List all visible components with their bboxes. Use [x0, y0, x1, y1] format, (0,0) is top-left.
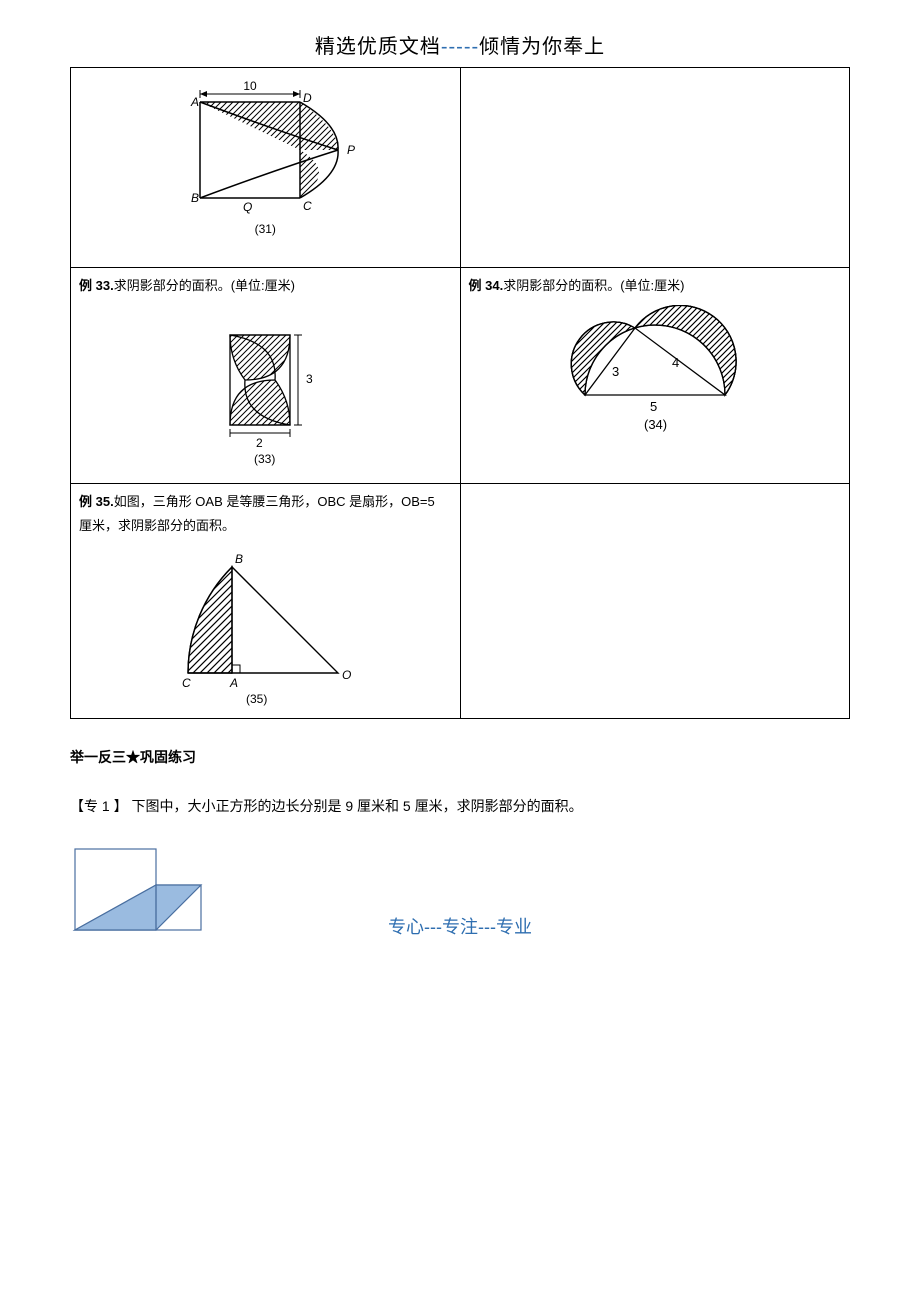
section-title: 举一反三★巩固练习 — [70, 747, 850, 767]
cell-33: 例 33.求阴影部分的面积。(单位:厘米) — [71, 268, 461, 484]
svg-text:C: C — [182, 676, 191, 690]
cell-35-body1: 如图，三角形 OAB 是等腰三角形，OBC 是扇形，OB=5 — [114, 494, 435, 509]
svg-text:5: 5 — [650, 399, 657, 414]
svg-text:3: 3 — [306, 372, 313, 386]
problem-grid: 10 A — [70, 67, 850, 719]
figure-zhuan1 — [70, 844, 210, 939]
svg-text:A: A — [190, 95, 199, 109]
svg-text:P: P — [347, 143, 355, 157]
svg-text:O: O — [342, 668, 351, 682]
cell-32-empty — [460, 68, 850, 268]
figure-31: 10 A — [165, 80, 365, 220]
svg-text:4: 4 — [672, 355, 679, 370]
header-dashes: ----- — [441, 36, 479, 58]
svg-text:(34): (34) — [644, 417, 667, 432]
problem-1-label: 【专 1 】 — [70, 798, 128, 814]
svg-text:D: D — [303, 91, 312, 105]
header-part2: 倾情为你奉上 — [479, 36, 605, 58]
svg-text:B: B — [235, 552, 243, 566]
cell-34: 例 34.求阴影部分的面积。(单位:厘米) — [460, 268, 850, 484]
cell-34-prefix: 例 34. — [469, 278, 504, 293]
cell-31: 10 A — [71, 68, 461, 268]
page-footer: 专心---专注---专业 — [388, 917, 532, 937]
cell-35-prefix: 例 35. — [79, 494, 114, 509]
cell-36-empty — [460, 483, 850, 718]
cell-34-body: 求阴影部分的面积。(单位:厘米) — [503, 278, 684, 293]
cell-34-text: 例 34.求阴影部分的面积。(单位:厘米) — [469, 274, 842, 299]
figure-34: 3 4 5 (34) — [550, 305, 760, 435]
cell-35-text: 例 35.如图，三角形 OAB 是等腰三角形，OBC 是扇形，OB=5 厘米，求… — [79, 490, 452, 539]
cell-35-body2: 厘米，求阴影部分的面积。 — [79, 518, 235, 533]
figure-31-caption: (31) — [79, 222, 452, 236]
cell-33-body: 求阴影部分的面积。(单位:厘米) — [114, 278, 295, 293]
svg-text:C: C — [303, 199, 312, 213]
svg-text:(35): (35) — [246, 692, 267, 706]
svg-text:(33): (33) — [254, 452, 275, 466]
svg-text:2: 2 — [256, 436, 263, 450]
svg-text:3: 3 — [612, 364, 619, 379]
svg-text:A: A — [229, 676, 238, 690]
cell-33-prefix: 例 33. — [79, 278, 114, 293]
header-part1: 精选优质文档 — [315, 36, 441, 58]
figure-35: B O A C (35) — [160, 545, 370, 710]
svg-text:10: 10 — [244, 80, 258, 93]
problem-1-body: 下图中，大小正方形的边长分别是 9 厘米和 5 厘米，求阴影部分的面积。 — [131, 798, 582, 814]
cell-35: 例 35.如图，三角形 OAB 是等腰三角形，OBC 是扇形，OB=5 厘米，求… — [71, 483, 461, 718]
problem-1-text: 【专 1 】 下图中，大小正方形的边长分别是 9 厘米和 5 厘米，求阴影部分的… — [70, 793, 850, 820]
svg-text:B: B — [191, 191, 199, 205]
cell-33-text: 例 33.求阴影部分的面积。(单位:厘米) — [79, 274, 452, 299]
page-header: 精选优质文档-----倾情为你奉上 — [70, 30, 850, 59]
figure-33: 3 2 (33) — [190, 305, 340, 475]
svg-text:Q: Q — [243, 200, 252, 214]
